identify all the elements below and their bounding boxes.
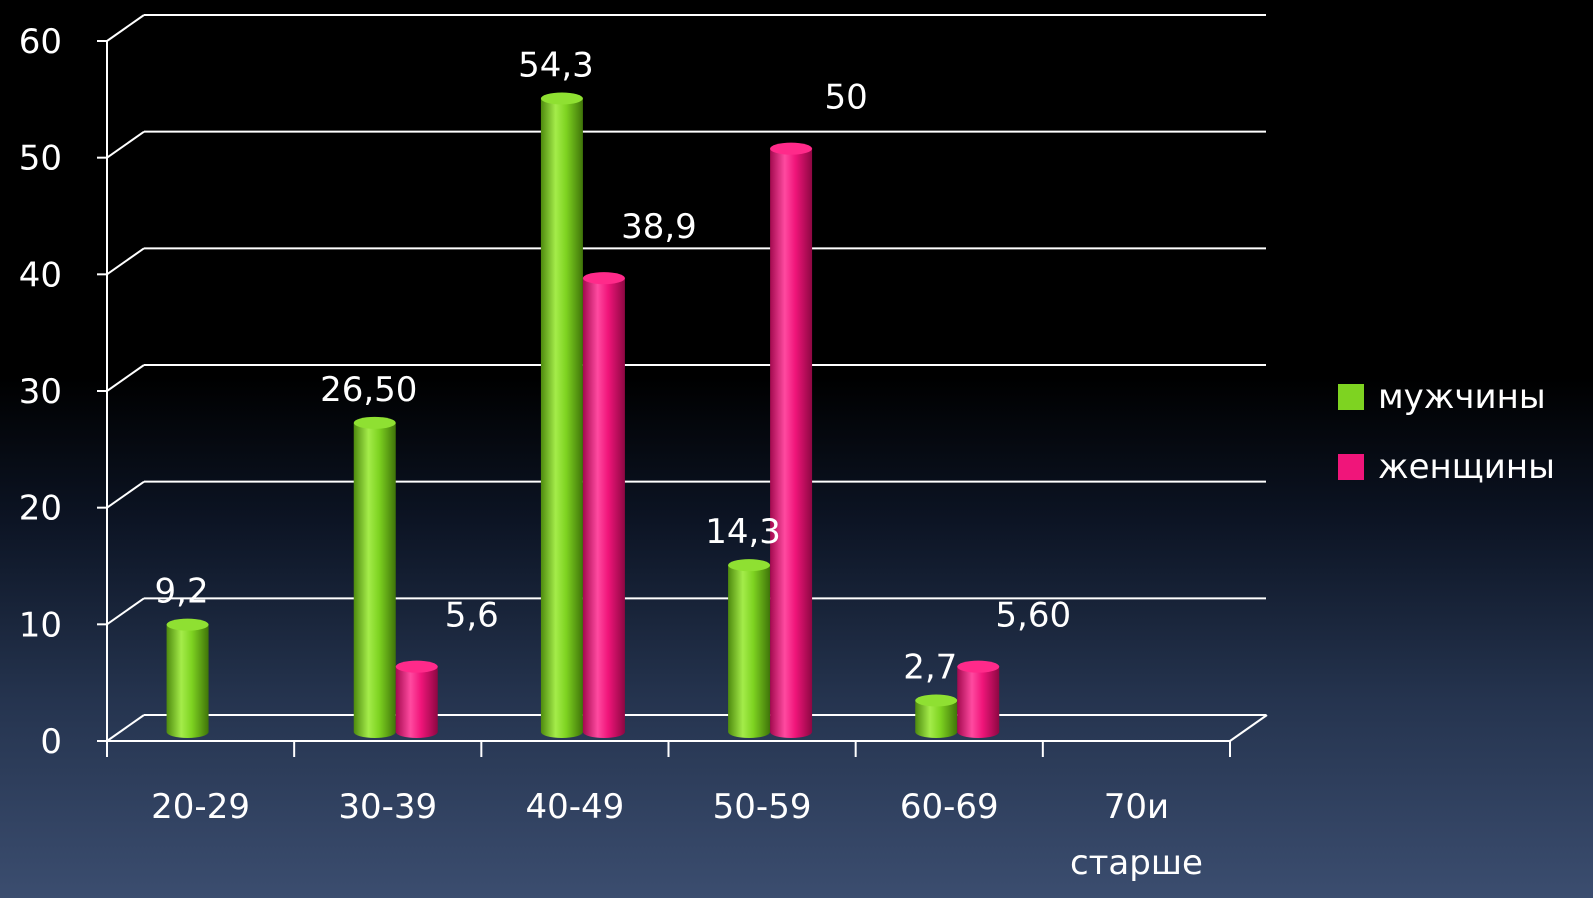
bar-women (582, 272, 625, 738)
bar-men-body (353, 422, 396, 738)
bars (166, 92, 1000, 738)
y-tick-label: 50 (19, 139, 62, 179)
x-tick-label: 70и старше (1070, 787, 1203, 883)
data-labels: 9,2 26,50 5,6 54,3 38,9 14,3 50 2,7 5,60 (155, 46, 1072, 688)
data-label: 54,3 (518, 46, 594, 86)
gridline-diagonal (106, 480, 145, 509)
bar-women-body (957, 666, 1000, 738)
x-tick-label: 60-69 (900, 787, 999, 827)
bar-women-top (957, 660, 1000, 673)
gridline-diagonal (106, 597, 145, 626)
y-tick-label: 40 (19, 255, 62, 295)
data-label: 38,9 (621, 207, 697, 247)
bar-women-top (770, 142, 813, 155)
bar-men (540, 92, 583, 738)
y-tick-label: 0 (40, 722, 62, 762)
bar-men-body (166, 624, 209, 738)
bar-men (728, 559, 771, 738)
y-tick-label: 20 (19, 489, 62, 529)
bar-women-top (395, 660, 438, 673)
bar-women (770, 142, 813, 738)
gridlines (106, 14, 1266, 742)
x-tick-label: 50-59 (713, 787, 812, 827)
bar-women-body (770, 148, 813, 738)
x-tick-label: 40-49 (526, 787, 625, 827)
gridline-diagonal (106, 247, 145, 276)
x-tick-label: 20-29 (151, 787, 250, 827)
gridline-diagonal (106, 714, 145, 742)
bar-men (166, 618, 209, 738)
legend-swatch-women (1338, 454, 1364, 480)
bar-women-body (395, 666, 438, 738)
x-axis-tick-labels: 20-29 30-39 40-49 50-59 60-69 70и старше (151, 787, 1203, 883)
y-axis-tick-labels: 0 10 20 30 40 50 60 (19, 22, 62, 762)
legend-item-men: мужчины (1338, 377, 1555, 417)
axes (97, 40, 1268, 757)
bar-men (353, 416, 396, 738)
y-tick-label: 10 (19, 605, 62, 645)
bar-women (957, 660, 1000, 738)
bar-men-body (540, 98, 583, 738)
bar-men-body (728, 565, 771, 738)
floor-edge (1229, 714, 1268, 742)
bar-men (915, 694, 958, 738)
data-label: 5,6 (445, 596, 499, 636)
legend-label-women: женщины (1378, 447, 1555, 487)
bar-men-top (728, 559, 771, 572)
gridline-diagonal (106, 130, 145, 159)
legend-swatch-men (1338, 384, 1364, 410)
bar-men-body (915, 700, 958, 738)
bar-men-top (540, 92, 583, 105)
bar-men-top (915, 694, 958, 707)
bar-women-top (582, 272, 625, 285)
bar-men-top (166, 618, 209, 631)
legend: мужчины женщины (1338, 377, 1555, 518)
data-label: 26,50 (320, 370, 417, 410)
data-label: 9,2 (155, 572, 209, 612)
data-label: 5,60 (995, 596, 1071, 636)
data-label: 14,3 (705, 512, 781, 552)
x-tick-label: 30-39 (338, 787, 437, 827)
y-tick-label: 60 (19, 22, 62, 62)
bar-men-top (353, 416, 396, 429)
data-label: 50 (824, 78, 867, 118)
legend-label-men: мужчины (1378, 377, 1546, 417)
y-tick-label: 30 (19, 372, 62, 412)
gridline-diagonal (106, 364, 145, 392)
legend-item-women: женщины (1338, 447, 1555, 487)
bar-women-body (582, 278, 625, 738)
gridline-diagonal (106, 14, 145, 42)
data-label: 2,7 (903, 648, 957, 688)
bar-women (395, 660, 438, 738)
